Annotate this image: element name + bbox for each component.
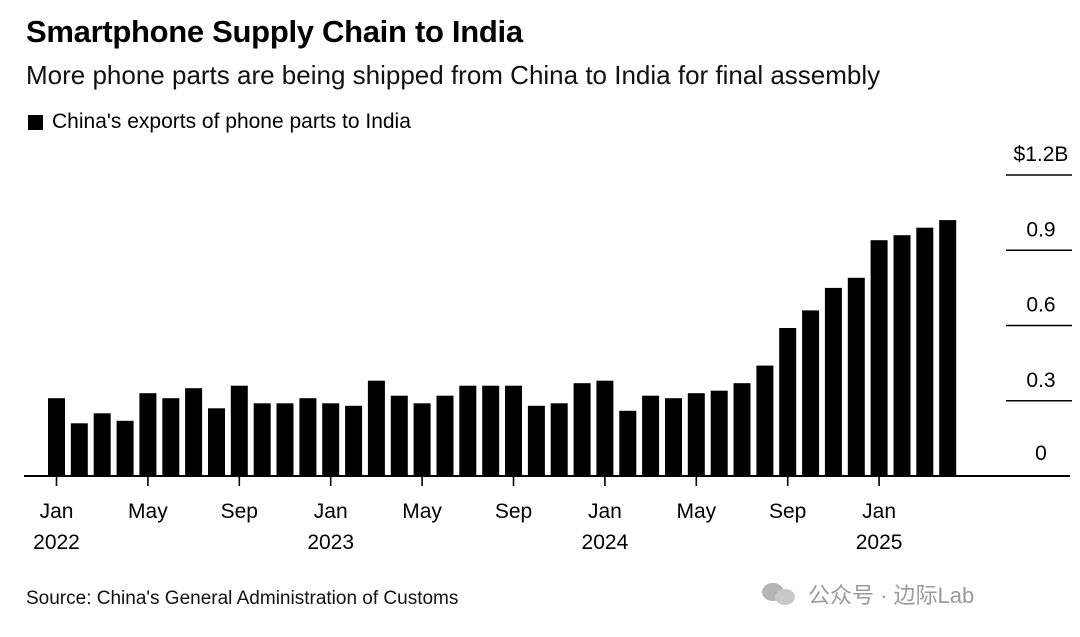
bar [733,383,751,476]
bar [185,388,203,476]
bar [596,380,614,476]
source-note: Source: China's General Administration o… [26,588,459,609]
bar [665,398,682,476]
bar [345,405,363,476]
bar [527,405,545,476]
bar [253,403,271,476]
x-tick-label: May [128,500,168,523]
x-tick-label: Sep [495,500,532,523]
x-tick-year-label: 2022 [33,531,80,554]
x-tick-label: Jan [314,500,348,523]
bar [208,408,225,476]
bar [459,385,477,476]
watermark-label: 公众号 · 边际Lab [808,583,975,608]
bar [939,220,957,476]
y-tick-label: 0 [1035,442,1047,465]
bar [299,398,317,476]
legend-label: China's exports of phone parts to India [52,110,411,133]
legend: China's exports of phone parts to India [28,110,411,134]
bar [710,390,728,476]
bar [550,403,568,476]
bar [276,403,294,476]
x-tick-year-label: 2025 [856,531,903,554]
bar [367,380,385,476]
wechat-icon [762,579,798,609]
bar [322,403,340,476]
bar [139,393,157,476]
bar [756,365,774,476]
x-tick-label: Sep [769,500,806,523]
x-tick-label: May [402,500,442,523]
y-tick-label: 0.9 [1026,218,1055,241]
chart-title: Smartphone Supply Chain to India [26,14,523,49]
bar [230,385,248,476]
bar [116,420,134,476]
bar [687,393,705,476]
y-tick-label: $1.2B [1014,143,1069,166]
bar [916,227,934,476]
x-tick-year-label: 2024 [582,531,629,554]
bar [847,277,865,476]
legend-swatch [28,114,43,130]
x-tick-label: Jan [40,500,74,523]
bar [824,287,842,476]
x-tick-label: Jan [862,500,896,523]
x-tick-year-label: 2023 [307,531,354,554]
bar [413,403,431,476]
bar [390,395,408,476]
x-tick-label: Sep [221,500,258,523]
bar [870,240,888,476]
bar [779,328,797,476]
bar [70,423,88,476]
bar [573,383,591,476]
bar [802,310,820,476]
watermark: 公众号 · 边际Lab [762,578,974,610]
y-tick-label: 0.3 [1026,369,1055,392]
bar [505,385,522,476]
bar [436,395,454,476]
y-tick-label: 0.6 [1026,294,1055,317]
chart-subtitle: More phone parts are being shipped from … [26,60,881,90]
bar [93,413,111,476]
bar [482,385,500,476]
x-tick-label: Jan [588,500,622,523]
bar [48,398,65,476]
bar [642,395,660,476]
bar [162,398,180,476]
bar [619,410,637,476]
x-tick-label: May [676,500,716,523]
bar [893,235,911,476]
